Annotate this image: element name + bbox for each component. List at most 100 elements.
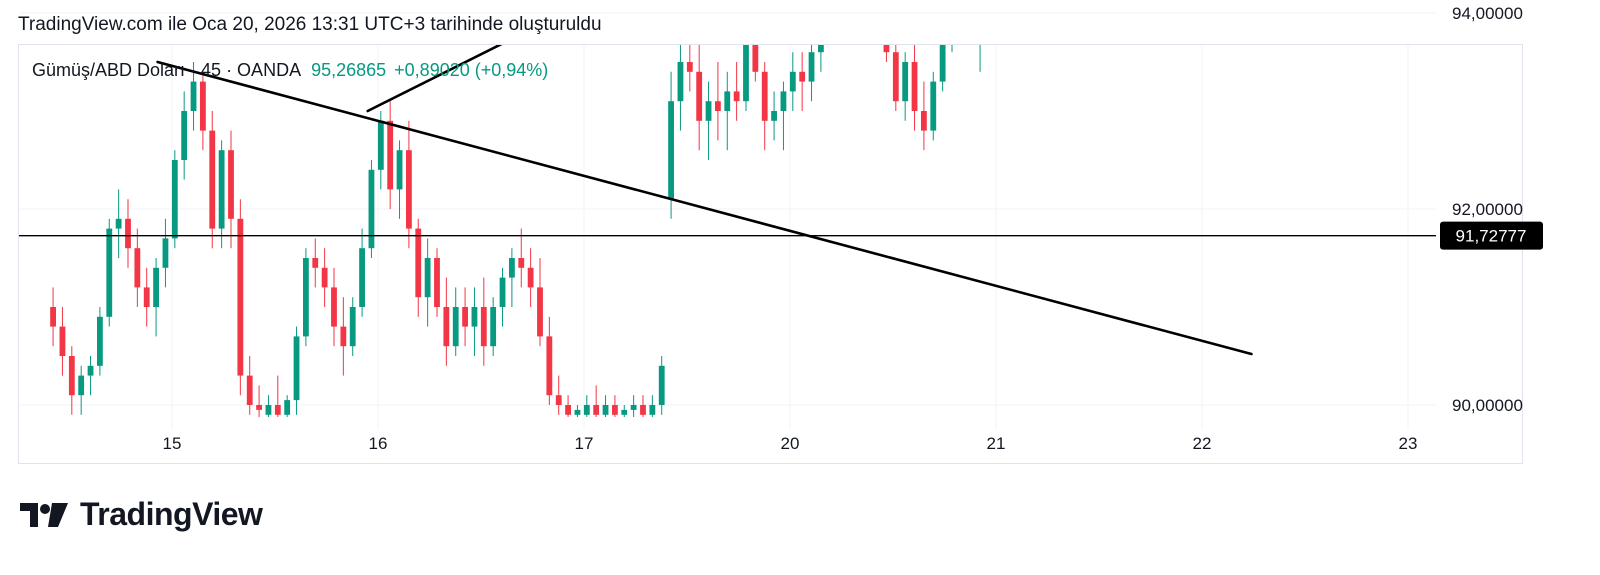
- tradingview-logo: TradingView: [18, 496, 263, 533]
- candle: [883, 45, 890, 53]
- candle: [808, 52, 815, 82]
- candle: [340, 326, 347, 347]
- x-tick-label: 23: [1399, 434, 1418, 453]
- candle: [977, 0, 983, 13]
- candle: [789, 71, 796, 92]
- candle: [218, 150, 225, 229]
- candle: [555, 395, 562, 405]
- candle: [359, 248, 365, 307]
- candle: [125, 218, 131, 249]
- candle: [527, 267, 534, 288]
- symbol-legend: Gümüş/ABD Doları · 45 · OANDA 95,26865 +0,…: [32, 60, 548, 81]
- chart-frame[interactable]: [18, 44, 1523, 464]
- candle: [939, 45, 946, 82]
- candle: [799, 71, 806, 82]
- candle: [602, 405, 609, 415]
- candle: [209, 130, 216, 229]
- y-tick-label: 94,00000: [1452, 4, 1523, 23]
- price-label-bg: [1440, 221, 1543, 250]
- x-tick-label: 16: [369, 434, 388, 453]
- candle: [649, 405, 656, 415]
- candle: [686, 62, 693, 72]
- candle: [302, 258, 309, 337]
- x-tick-label: 20: [781, 434, 800, 453]
- candle: [68, 356, 75, 396]
- tradingview-logo-text: TradingView: [80, 496, 263, 532]
- candle: [134, 248, 141, 288]
- candle: [761, 71, 768, 121]
- price-label-text: 91,72777: [1456, 227, 1527, 246]
- candle: [228, 150, 234, 219]
- candle: [958, 0, 964, 3]
- candle: [696, 71, 703, 121]
- candle: [630, 405, 637, 410]
- candlestick-series: [50, 0, 983, 417]
- drawing-layer: [19, 45, 1436, 356]
- candle: [331, 287, 337, 327]
- candle: [199, 81, 206, 131]
- candle: [668, 101, 674, 200]
- candle: [537, 287, 543, 337]
- candle: [930, 81, 937, 131]
- x-tick-label: 22: [1193, 434, 1212, 453]
- candle: [837, 0, 843, 3]
- candle: [171, 160, 178, 239]
- candle: [733, 91, 740, 102]
- candle: [480, 307, 487, 347]
- candle: [396, 150, 403, 190]
- candle: [920, 111, 927, 131]
- candle: [143, 287, 150, 307]
- candle: [452, 307, 459, 347]
- candle: [387, 120, 394, 190]
- candle: [78, 375, 85, 396]
- candle: [106, 228, 113, 317]
- candle: [583, 405, 590, 415]
- candle: [892, 52, 899, 102]
- candle: [274, 405, 281, 415]
- price-label: 91,72777: [1440, 221, 1543, 250]
- candle: [246, 375, 253, 405]
- candle: [424, 258, 431, 298]
- last-price: 95,26865: [311, 60, 387, 80]
- candle: [611, 405, 618, 415]
- candle: [677, 62, 684, 102]
- trend-line: [156, 60, 1253, 356]
- candle: [490, 307, 497, 347]
- candle: [256, 405, 262, 410]
- candle: [415, 228, 422, 298]
- candle: [724, 91, 731, 111]
- x-tick-label: 21: [987, 434, 1006, 453]
- candle: [377, 120, 384, 170]
- candle: [443, 307, 450, 347]
- candle: [743, 45, 749, 102]
- candle: [752, 45, 759, 72]
- candle: [96, 316, 103, 366]
- candle: [115, 218, 122, 229]
- candle: [508, 258, 515, 278]
- candle: [265, 405, 272, 415]
- price-change: +0,89020 (+0,94%): [394, 60, 549, 80]
- candle: [658, 365, 665, 405]
- candle: [817, 45, 824, 53]
- axis-labels: 1516172021222390,0000092,0000094,0000096…: [163, 4, 1543, 453]
- x-tick-label: 15: [163, 434, 182, 453]
- candle: [574, 409, 581, 415]
- chart-caption: TradingView.com ile Oca 20, 2026 13:31 U…: [18, 14, 602, 35]
- candle: [349, 307, 356, 347]
- x-tick-label: 17: [575, 434, 594, 453]
- candle: [780, 91, 787, 111]
- candle: [771, 111, 777, 121]
- y-tick-label: 90,00000: [1452, 396, 1523, 415]
- candle: [59, 326, 66, 356]
- candle: [162, 238, 169, 268]
- candle: [714, 101, 721, 111]
- candle: [499, 277, 506, 307]
- candle: [968, 0, 974, 13]
- candle: [87, 365, 94, 376]
- tradingview-logo-icon: [20, 502, 68, 527]
- candle: [237, 218, 244, 376]
- candle: [434, 258, 440, 307]
- candle: [565, 405, 571, 415]
- candle: [518, 258, 525, 268]
